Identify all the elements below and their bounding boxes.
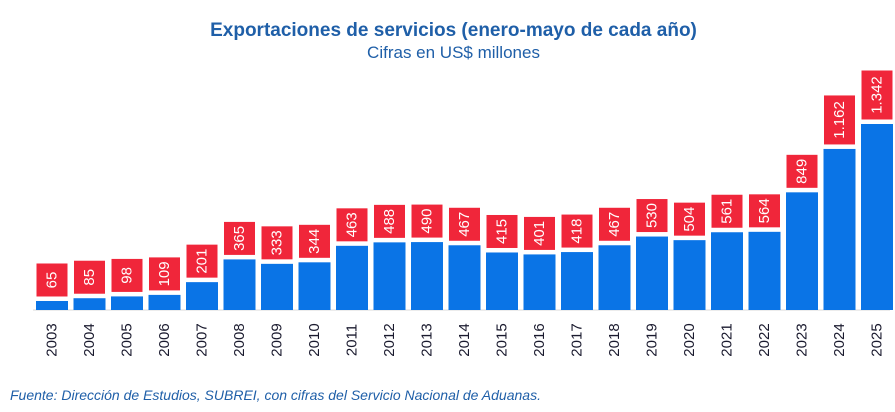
chart-subtitle: Cifras en US$ millones: [367, 43, 540, 62]
bar-2009: [261, 263, 293, 310]
bar-2017: [561, 252, 593, 310]
value-label-box: [148, 256, 181, 292]
value-label: 504: [681, 207, 698, 232]
bar-2015: [486, 252, 518, 310]
x-tick-label: 2017: [569, 323, 586, 356]
x-tick-label: 2018: [606, 323, 623, 356]
bar-2023: [786, 192, 818, 310]
value-label-box: [710, 193, 744, 229]
value-label-box: [373, 203, 406, 239]
x-tick-label: 2011: [344, 324, 361, 356]
value-label: 401: [531, 221, 548, 246]
value-label: 561: [719, 199, 736, 224]
bar-2003: [36, 300, 68, 310]
x-tick-label: 2012: [381, 323, 398, 356]
value-label: 333: [269, 230, 286, 255]
bar-2016: [523, 254, 556, 310]
bar-2011: [336, 245, 368, 310]
value-label-box: [110, 257, 144, 293]
value-label: 415: [494, 219, 511, 244]
x-tick-label: 2022: [756, 323, 773, 356]
value-label-box: [260, 225, 294, 261]
bar-2004: [73, 298, 106, 310]
x-tick-label: 2016: [531, 323, 548, 356]
value-label-box: [523, 215, 556, 251]
bar-2019: [636, 236, 668, 310]
value-label: 467: [456, 212, 473, 237]
bar-2012: [373, 242, 406, 310]
value-label: 418: [569, 219, 586, 244]
bar-2021: [711, 232, 743, 310]
x-tick-label: 2019: [644, 323, 661, 356]
value-label: 1.162: [831, 101, 848, 139]
value-label-box: [185, 243, 219, 279]
value-label: 1.342: [869, 76, 886, 114]
x-tick-label: 2014: [456, 323, 473, 356]
value-label: 530: [644, 203, 661, 228]
value-label: 564: [756, 198, 773, 223]
bar-2024: [823, 148, 856, 310]
x-tick-label: 2013: [419, 323, 436, 356]
value-label: 488: [381, 209, 398, 234]
x-tick-label: 2015: [494, 323, 511, 356]
bar-2014: [448, 245, 481, 310]
value-label-box: [73, 259, 106, 295]
value-label: 85: [81, 269, 98, 286]
bar-2007: [186, 282, 218, 310]
value-label: 463: [344, 212, 361, 237]
bar-2010: [298, 262, 331, 310]
bar-2005: [111, 296, 143, 310]
bar-2008: [223, 259, 256, 310]
value-label: 344: [306, 229, 323, 254]
value-label-box: [635, 198, 669, 234]
bar-2025: [861, 124, 893, 310]
x-tick-label: 2025: [869, 323, 886, 356]
value-label: 65: [44, 272, 61, 289]
value-label: 849: [794, 159, 811, 184]
x-tick-label: 2004: [81, 323, 98, 356]
value-label-box: [598, 206, 631, 242]
value-label: 467: [606, 212, 623, 237]
x-tick-label: 2006: [156, 323, 173, 356]
value-label: 98: [119, 267, 136, 284]
value-label-box: [823, 94, 856, 146]
value-label: 109: [156, 261, 173, 286]
chart-title: Exportaciones de servicios (enero-mayo d…: [210, 20, 697, 41]
x-tick-label: 2021: [719, 323, 736, 356]
x-tick-label: 2007: [194, 323, 211, 356]
value-label-box: [748, 193, 781, 229]
value-label-box: [410, 203, 444, 239]
value-label-box: [335, 207, 369, 243]
value-label-box: [448, 206, 481, 242]
value-label-box: [223, 220, 256, 256]
x-tick-label: 2003: [44, 323, 61, 356]
x-tick-label: 2020: [681, 323, 698, 356]
value-label-box: [35, 262, 69, 298]
bar-2013: [411, 242, 443, 310]
value-label: 201: [194, 249, 211, 274]
value-label-box: [560, 213, 594, 249]
x-tick-label: 2009: [269, 323, 286, 356]
x-tick-label: 2024: [831, 323, 848, 356]
bar-2018: [598, 245, 631, 310]
value-label: 365: [231, 226, 248, 251]
value-label-box: [860, 69, 894, 121]
value-label-box: [785, 153, 819, 189]
x-tick-label: 2008: [231, 323, 248, 356]
value-label: 490: [419, 209, 436, 234]
x-tick-label: 2010: [306, 323, 323, 356]
x-tick-label: 2005: [119, 323, 136, 356]
x-tick-label: 2023: [794, 323, 811, 356]
value-label-box: [298, 223, 331, 259]
value-label-box: [673, 201, 706, 237]
bar-2022: [748, 231, 781, 310]
value-label-box: [485, 213, 519, 249]
bar-2020: [673, 240, 706, 310]
source-note: Fuente: Dirección de Estudios, SUBREI, c…: [10, 387, 541, 403]
bar-2006: [148, 294, 181, 310]
